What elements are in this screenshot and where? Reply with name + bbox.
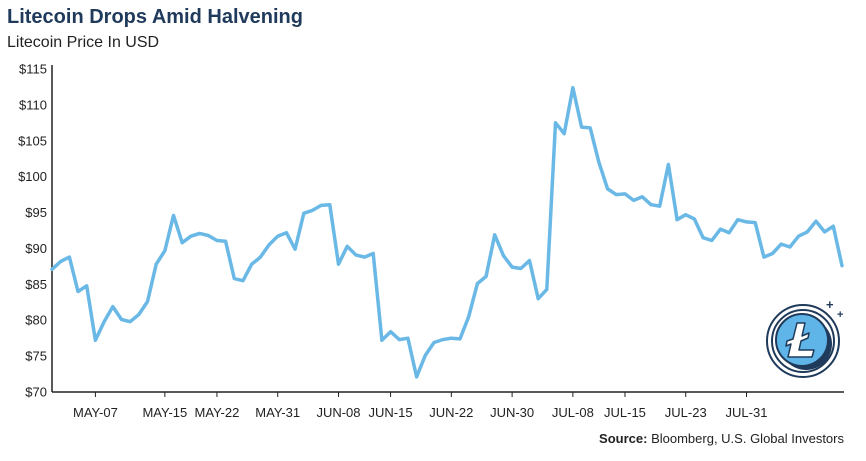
x-tick-label: JUL-31 — [726, 405, 768, 420]
y-tick-label: $110 — [19, 97, 47, 112]
series-group — [50, 85, 844, 379]
svg-text:+: + — [837, 309, 843, 321]
x-tick-label: JUN-15 — [369, 405, 413, 420]
y-axis-ticks: $70 $75 $80 $85 $90 $95 $100 $105 $110 $115 — [18, 62, 47, 400]
y-tick-label: $75 — [25, 349, 47, 364]
chart-subtitle: Litecoin Price In USD — [7, 34, 160, 51]
y-tick-label: $90 — [25, 241, 47, 256]
y-tick-label: $70 — [25, 385, 47, 400]
y-tick-label: $105 — [18, 133, 47, 148]
x-tick-label: JUL-15 — [604, 405, 646, 420]
x-tick-label: MAY-31 — [255, 405, 300, 420]
x-tick-label: JUL-23 — [665, 405, 707, 420]
x-tick-label: JUN-22 — [429, 405, 473, 420]
source-note: Source: Bloomberg, U.S. Global Investors — [599, 431, 844, 446]
y-tick-label: $80 — [25, 313, 47, 328]
y-tick-label: $85 — [25, 277, 47, 292]
x-tick-label: MAY-22 — [195, 405, 240, 420]
litecoin-logo-icon: + + — [766, 297, 843, 378]
chart-title: Litecoin Drops Amid Halvening — [7, 6, 303, 28]
svg-text:+: + — [826, 297, 834, 312]
source-text: Bloomberg, U.S. Global Investors — [651, 431, 844, 446]
price-line — [50, 85, 844, 379]
y-tick-label: $115 — [19, 62, 47, 77]
x-tick-label: JUN-08 — [316, 405, 360, 420]
x-tick-label: MAY-07 — [73, 405, 118, 420]
source-label: Source: — [599, 431, 648, 446]
x-tick-label: JUN-30 — [490, 405, 534, 420]
x-tick-label: MAY-15 — [142, 405, 187, 420]
y-tick-label: $100 — [18, 169, 47, 184]
x-axis-ticks: MAY-07 MAY-15 MAY-22 MAY-31 JUN-08 JUN-15 JUN-… — [73, 392, 767, 420]
y-tick-label: $95 — [25, 205, 47, 220]
x-tick-label: JUL-08 — [552, 405, 594, 420]
